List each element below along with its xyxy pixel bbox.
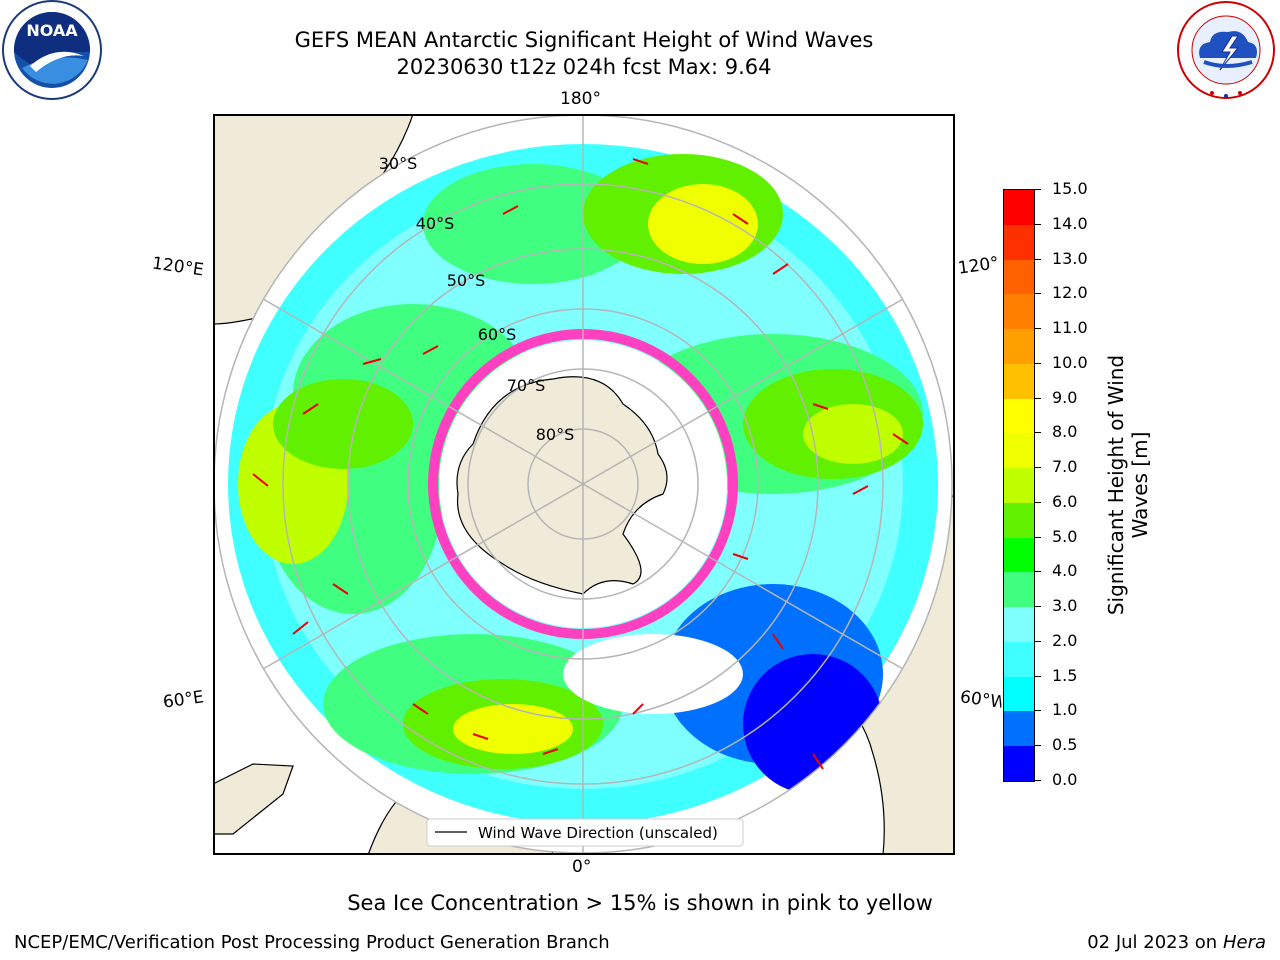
footer-date: 02 Jul 2023 on Hera [1087,932,1266,953]
colorbar-swatch [1004,537,1034,573]
colorbar-swatch [1004,502,1034,538]
colorbar-swatch [1004,746,1034,781]
colorbar-tick-label: 11.0 [1052,318,1088,338]
colorbar-tick-label: 15.0 [1052,179,1088,198]
lon-label-120w: 120°W [956,253,1000,279]
colorbar-tick-mark [1035,745,1041,747]
colorbar-swatch [1004,468,1034,503]
footer-date-text: 02 Jul 2023 on [1087,932,1223,953]
lon-label-180: 180° [560,89,601,109]
colorbar-title: Significant Height of Wind Waves [m] [1104,354,1152,616]
colorbar-swatch [1004,329,1034,364]
colorbar-tick-mark [1035,640,1041,642]
colorbar-swatch [1004,433,1034,469]
footer-host: Hera [1222,932,1266,953]
lat-label-80s: 80°S [536,425,575,444]
map-legend: Wind Wave Direction (unscaled) [426,818,744,847]
colorbar-tick-label: 6.0 [1052,491,1078,511]
colorbar-tick-mark [1035,536,1041,538]
footer-branch: NCEP/EMC/Verification Post Processing Pr… [14,932,610,953]
colorbar-tick-label: 14.0 [1052,213,1088,233]
colorbar-tick-label: 5.0 [1052,526,1078,546]
map-frame [213,114,955,855]
colorbar-swatch [1004,398,1034,434]
legend-label: Wind Wave Direction (unscaled) [478,824,718,842]
colorbar-tick-mark [1035,258,1041,260]
colorbar-tick-label: 4.0 [1052,561,1078,581]
colorbar-tick-mark [1035,397,1041,399]
polar-map: 30°S 40°S 50°S 60°S 70°S 80°S Wind Wave … [213,114,955,855]
colorbar-swatch [1004,676,1034,712]
colorbar-tick-label: 0.5 [1052,735,1078,755]
colorbar-tick-label: 8.0 [1052,422,1078,442]
colorbar-tick-mark [1035,501,1041,503]
noaa-logo-text: NOAA [26,21,78,40]
colorbar-tick-label: 1.5 [1052,665,1078,685]
lat-label-40s: 40°S [416,214,455,233]
colorbar-tick-label: 2.0 [1052,630,1078,650]
colorbar-tick-mark [1035,710,1041,712]
colorbar-swatch [1004,224,1034,260]
lat-label-70s: 70°S [507,376,546,395]
lon-label-0: 0° [572,857,592,877]
colorbar-swatch [1004,711,1034,747]
map-title: GEFS MEAN Antarctic Significant Height o… [294,28,874,52]
colorbar-tick-label: 10.0 [1052,352,1088,372]
sea-ice-note: Sea Ice Concentration > 15% is shown in … [347,891,933,915]
colorbar [1003,189,1035,782]
colorbar-swatch [1004,294,1034,330]
lon-label-60e: 60°E [161,687,206,713]
lat-label-60s: 60°S [478,325,517,344]
colorbar-tick-label: 0.0 [1052,770,1078,789]
colorbar-swatches [1004,189,1034,781]
lon-label-120e: 120°E [150,253,205,281]
antarctica [456,376,668,595]
colorbar-tick-mark [1035,432,1041,434]
colorbar-tick-mark [1035,189,1041,190]
colorbar-swatch [1004,189,1034,225]
colorbar-tick-mark [1035,362,1041,364]
colorbar-tick-mark [1035,780,1041,781]
colorbar-swatch [1004,572,1034,608]
map-subtitle: 20230630 t12z 024h fcst Max: 9.64 [396,55,772,79]
colorbar-tick-label: 3.0 [1052,596,1078,616]
colorbar-swatch [1004,259,1034,295]
wind-wave-arrows [252,158,909,770]
colorbar-tick-mark [1035,571,1041,573]
colorbar-tick-mark [1035,467,1041,469]
colorbar-tick-label: 13.0 [1052,248,1088,268]
polar-map-svg: 30°S 40°S 50°S 60°S 70°S 80°S Wind Wave … [213,114,955,855]
noaa-logo: NOAA [0,0,108,104]
colorbar-swatch [1004,641,1034,677]
colorbar-swatch [1004,363,1034,399]
colorbar-tick-label: 1.0 [1052,700,1078,720]
colorbar-tick-mark [1035,675,1041,677]
colorbar-swatch [1004,607,1034,642]
colorbar-tick-mark [1035,328,1041,330]
lon-label-60w: 60°W [958,687,1004,713]
colorbar-tick-label: 7.0 [1052,457,1078,477]
colorbar-tick-mark [1035,293,1041,295]
nws-logo [1172,0,1280,104]
lat-label-50s: 50°S [447,271,486,290]
colorbar-tick-mark [1035,606,1041,608]
colorbar-tick-label: 9.0 [1052,387,1078,407]
colorbar-tick-mark [1035,223,1041,225]
lat-label-30s: 30°S [379,154,418,173]
colorbar-tick-label: 12.0 [1052,283,1088,303]
